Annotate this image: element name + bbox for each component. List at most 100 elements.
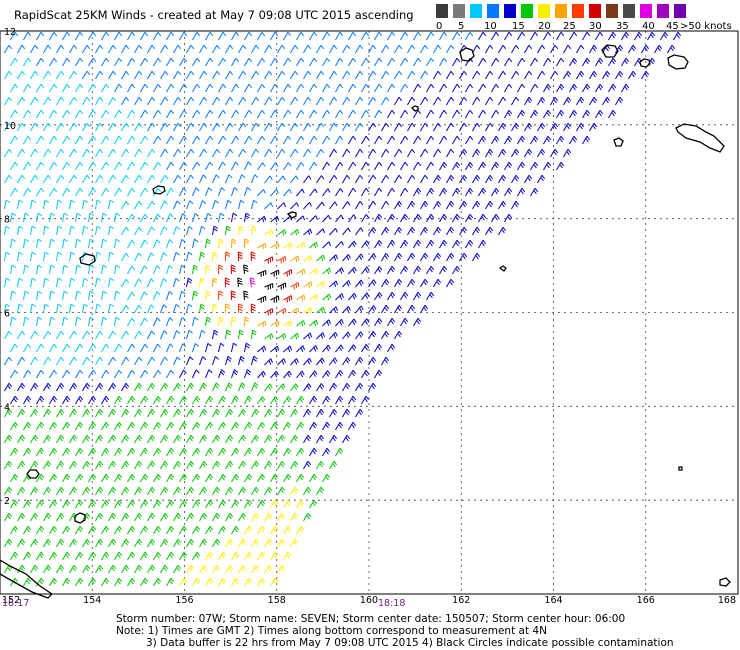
wind-barb (257, 525, 266, 535)
island-outline (613, 137, 624, 147)
wind-barb (465, 57, 474, 67)
wind-barb (420, 70, 429, 80)
wind-barb (309, 161, 318, 171)
wind-barb (108, 434, 117, 444)
wind-barb (95, 486, 104, 496)
wind-barb (249, 277, 256, 288)
wind-barb (309, 499, 318, 509)
wind-barb (400, 83, 409, 93)
wind-barb (381, 304, 390, 314)
wind-barb (87, 212, 95, 223)
wind-barb (218, 109, 227, 119)
wind-barb (108, 174, 117, 184)
wind-barb (3, 251, 11, 262)
wind-barb (243, 187, 251, 197)
wind-barb (459, 70, 468, 80)
wind-barb (192, 447, 201, 457)
wind-barb (283, 473, 292, 483)
wind-barb (75, 187, 84, 197)
wind-barb (191, 213, 199, 223)
wind-barb (504, 187, 513, 197)
wind-barb (472, 70, 481, 80)
wind-barb (270, 31, 279, 41)
wind-barb (172, 303, 180, 314)
wind-barb (244, 31, 253, 41)
wind-barb (127, 499, 136, 509)
wind-barb (283, 269, 293, 277)
wind-barb (159, 278, 168, 288)
wind-barb (166, 447, 175, 457)
wind-barb (62, 421, 71, 431)
wind-barb (231, 395, 239, 405)
wind-barb (303, 307, 313, 314)
wind-barb (17, 512, 26, 522)
wind-barb (569, 31, 578, 41)
wind-barb (485, 226, 494, 236)
wind-barb (134, 486, 143, 496)
wind-barb (192, 395, 201, 405)
wind-barb (153, 109, 162, 119)
wind-barb (243, 290, 249, 301)
wind-barb (212, 538, 221, 548)
wind-barb (296, 320, 306, 327)
wind-barb (160, 434, 169, 444)
wind-barb (335, 31, 344, 41)
island-outline (667, 54, 689, 70)
wind-barb (186, 486, 195, 496)
wind-barb (23, 369, 32, 379)
wind-barb (368, 305, 377, 314)
wind-barb (407, 70, 416, 80)
wind-barb (134, 382, 143, 392)
wind-barb (217, 369, 226, 379)
wind-barb (121, 252, 130, 262)
wind-barb (88, 369, 97, 379)
legend-swatch (504, 4, 516, 18)
wind-barb (355, 356, 364, 366)
legend-label: 30 (589, 21, 602, 32)
wind-barb (56, 96, 65, 106)
wind-barb (322, 447, 331, 457)
wind-barb (335, 447, 344, 457)
wind-barb (114, 395, 123, 405)
wind-barb (94, 277, 102, 288)
wind-barb (251, 70, 260, 80)
wind-barb (30, 382, 39, 392)
wind-barb (238, 408, 247, 418)
wind-barb (134, 304, 142, 314)
wind-barb (108, 408, 117, 418)
wind-barb (114, 187, 123, 197)
wind-barb (231, 83, 240, 93)
wind-barb (16, 303, 24, 314)
wind-barb (426, 213, 435, 223)
wind-barb (387, 187, 396, 197)
wind-barb (140, 447, 149, 457)
wind-barb (192, 577, 201, 587)
wind-barb (329, 280, 339, 288)
wind-barb (550, 70, 559, 80)
wind-barb (283, 57, 292, 67)
wind-barb (270, 473, 279, 483)
wind-barb (114, 421, 123, 431)
wind-barb (361, 369, 370, 379)
wind-barb (62, 343, 71, 353)
wind-barb (296, 31, 305, 41)
wind-barb (166, 57, 175, 67)
wind-barb (134, 564, 143, 574)
wind-barb (212, 44, 221, 54)
wind-barb (140, 83, 149, 93)
wind-barb (244, 473, 253, 483)
wind-barb (94, 303, 102, 314)
wind-barb (433, 252, 442, 262)
wind-barb (48, 212, 56, 223)
wind-barb (524, 174, 533, 184)
wind-barb (127, 421, 136, 431)
wind-barb (491, 161, 500, 171)
wind-barb (472, 200, 481, 210)
wind-barb (95, 512, 104, 522)
wind-barb (387, 135, 396, 145)
wind-barb (23, 551, 32, 561)
wind-barb (348, 57, 357, 67)
wind-barb (452, 161, 461, 171)
wind-barb (426, 83, 435, 93)
